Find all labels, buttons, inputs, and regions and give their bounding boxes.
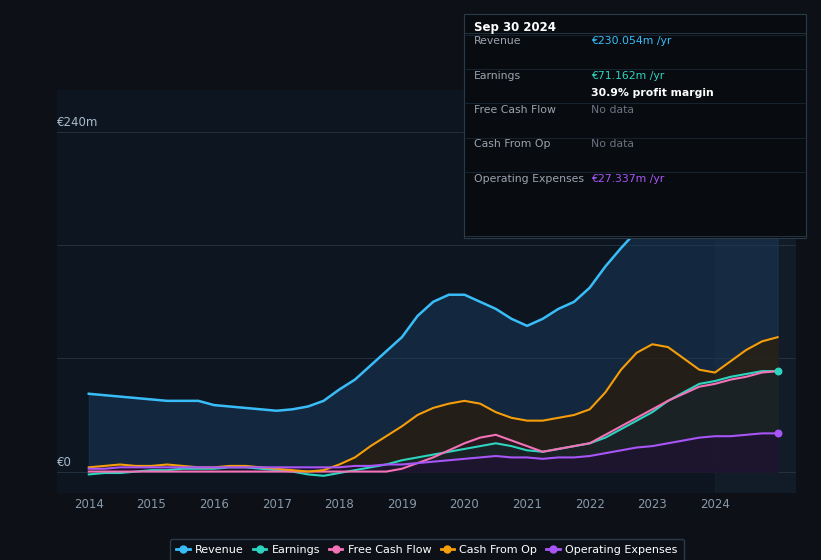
Text: €0: €0 — [57, 456, 72, 469]
Text: No data: No data — [591, 139, 634, 150]
Bar — [715, 90, 796, 493]
Text: 30.9% profit margin: 30.9% profit margin — [591, 88, 714, 98]
Point — [771, 367, 784, 376]
Text: €240m: €240m — [57, 116, 99, 129]
Text: Operating Expenses: Operating Expenses — [474, 174, 584, 184]
Text: €230.054m /yr: €230.054m /yr — [591, 36, 672, 46]
Text: Sep 30 2024: Sep 30 2024 — [474, 21, 556, 34]
Text: Cash From Op: Cash From Op — [474, 139, 550, 150]
Text: Earnings: Earnings — [474, 71, 521, 81]
Point — [771, 429, 784, 438]
Legend: Revenue, Earnings, Free Cash Flow, Cash From Op, Operating Expenses: Revenue, Earnings, Free Cash Flow, Cash … — [170, 539, 684, 560]
Text: Free Cash Flow: Free Cash Flow — [474, 105, 556, 115]
Text: €71.162m /yr: €71.162m /yr — [591, 71, 664, 81]
Text: No data: No data — [591, 105, 634, 115]
Text: Revenue: Revenue — [474, 36, 521, 46]
Point — [771, 142, 784, 151]
Text: €27.337m /yr: €27.337m /yr — [591, 174, 664, 184]
